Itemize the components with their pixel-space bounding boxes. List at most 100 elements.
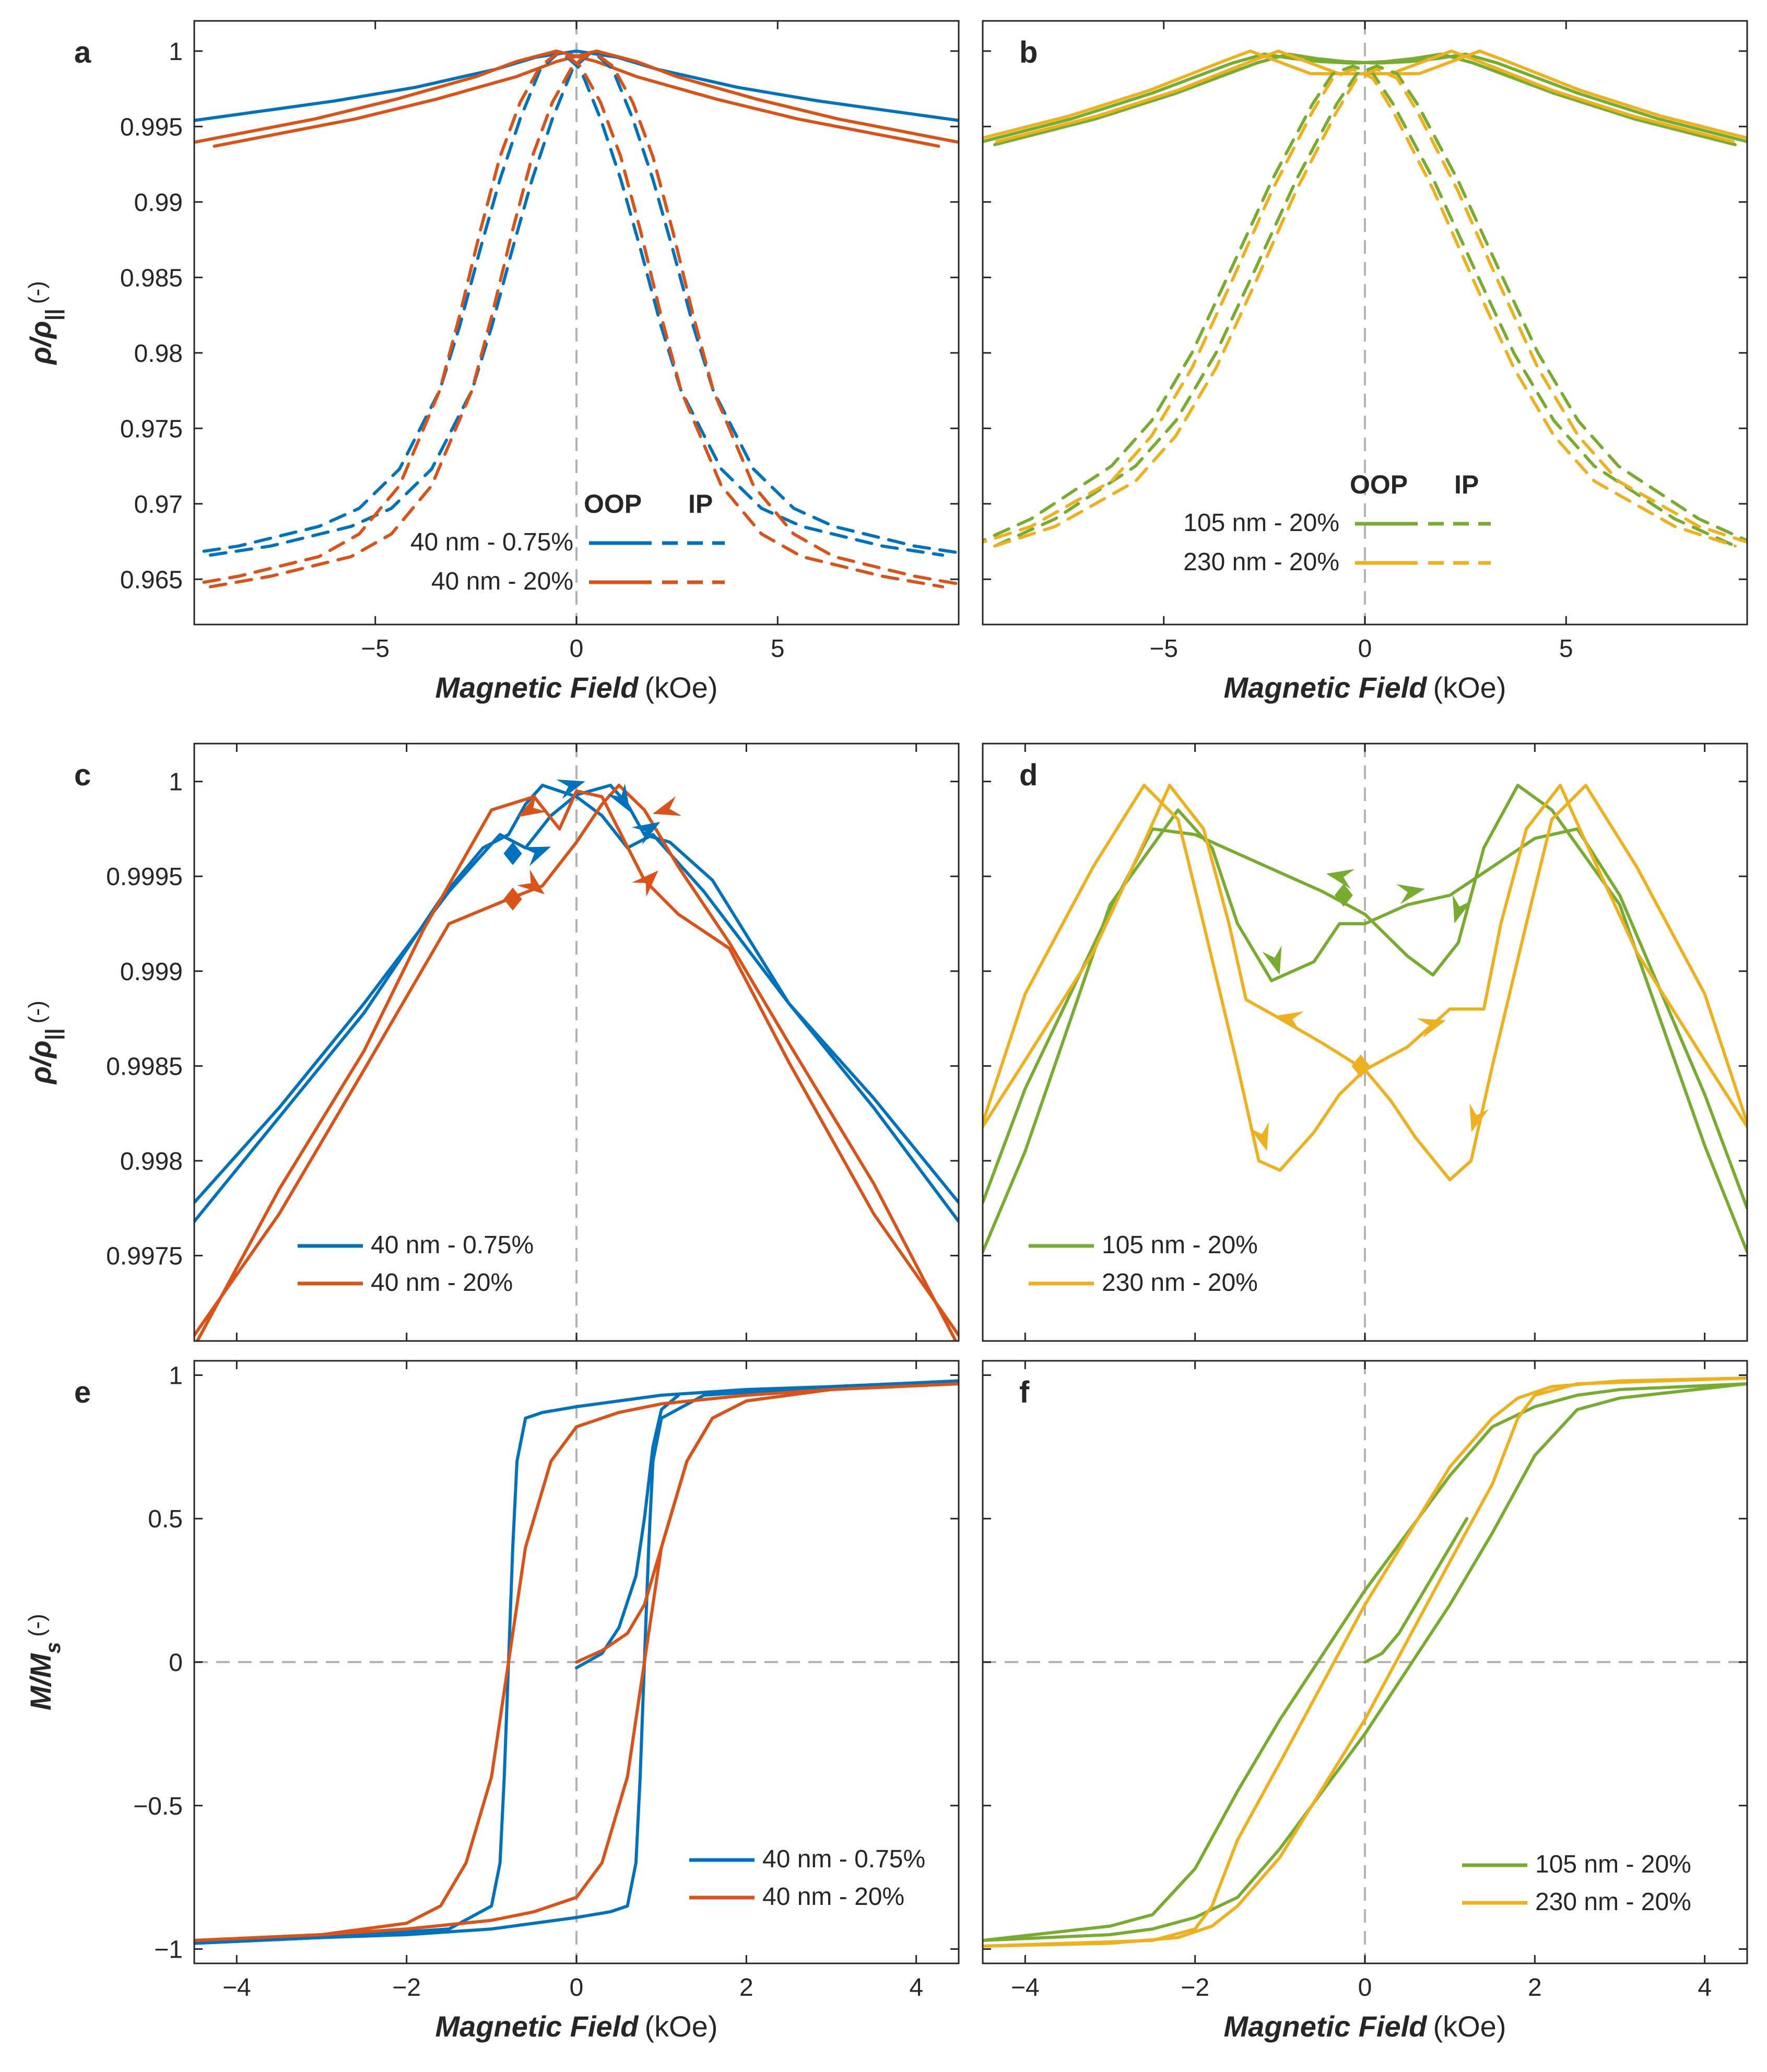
series-line (208, 49, 959, 557)
y-label-subscript: s (42, 1642, 65, 1653)
y-tick-label: 0.965 (120, 566, 183, 594)
legend-label: 40 nm - 20% (371, 1269, 513, 1297)
panel-f: −4 −2 0 2 4 f Magnetic Field (kOe) 105 nm - 20% 2… (982, 1360, 1748, 2043)
y-tick-label: 1 (169, 1362, 183, 1390)
y-tick-label: 0.9995 (106, 863, 183, 891)
x-tick-label: −4 (222, 1974, 251, 2002)
legend-label: 230 nm - 20% (1183, 548, 1339, 576)
y-tick-label: 0.9985 (106, 1053, 183, 1080)
x-label-main: Magnetic Field (435, 671, 640, 704)
panel-label: e (74, 1375, 91, 1409)
panel-c: 0.9975 0.998 0.9985 0.999 0.9995 1 c ρ/ρ|| (-) 40… (24, 743, 960, 1342)
series-line (195, 789, 959, 1341)
y-axis-label: ρ/ρ|| (-) (24, 1000, 65, 1085)
y-axis-label: M/Ms (-) (24, 1614, 65, 1710)
y-tick-label: 0.975 (120, 415, 183, 443)
direction-arrow (1452, 894, 1472, 924)
x-tick-label: −5 (1149, 635, 1178, 663)
y-tick-label: 0.9975 (106, 1243, 183, 1270)
series-line (983, 49, 1735, 144)
x-tick-label: −4 (1011, 1974, 1040, 2002)
start-marker (503, 887, 522, 911)
start-marker (1334, 884, 1353, 907)
legend-label: 40 nm - 20% (762, 1883, 904, 1911)
series-line (575, 1393, 680, 1669)
legend: 105 nm - 20% 230 nm - 20% (1029, 1231, 1258, 1297)
start-marker (503, 842, 522, 865)
series-line (575, 1416, 714, 1664)
x-label-unit: (kOe) (644, 671, 717, 704)
series-line (995, 49, 1747, 144)
series-line (194, 49, 945, 557)
series-line (993, 64, 1747, 548)
series-line (194, 783, 959, 1223)
x-tick-label: 5 (1559, 635, 1573, 663)
x-tick-label: 5 (771, 635, 785, 663)
legend-header-ip: IP (688, 489, 713, 519)
legend-label: 230 nm - 20% (1102, 1269, 1258, 1297)
y-label-unit: (-) (24, 1614, 50, 1637)
panel-b: −5 0 5 b Magnetic Field (kOe) OOP IP 105 nm - 20… (982, 20, 1748, 704)
direction-arrow (1249, 1122, 1269, 1151)
y-tick-label: 0.999 (120, 958, 183, 986)
direction-arrow (522, 846, 551, 866)
x-label-unit: (kOe) (644, 2010, 717, 2043)
x-tick-label: −2 (1181, 1974, 1209, 2002)
series-line (194, 1382, 959, 1942)
direction-arrow (1396, 884, 1425, 904)
x-axis-label: Magnetic Field (kOe) (435, 2010, 718, 2043)
y-tick-label: 0.5 (148, 1505, 183, 1533)
panel-e: −4 −2 0 2 4 −1 −0.5 0 0.5 1 e M/Ms (-) Magnetic Field… (24, 1360, 960, 2043)
panel-a: −5 0 5 0.965 0.97 0.975 0.98 0.985 0.99 0.995 1 a ρ/… (24, 20, 960, 704)
series-line (194, 783, 958, 1341)
series-line (983, 64, 1737, 548)
series-line (194, 783, 959, 1223)
legend-header-oop: OOP (584, 489, 642, 519)
direction-arrow (607, 783, 630, 813)
x-label-main: Magnetic Field (1224, 2010, 1428, 2043)
x-tick-label: 0 (570, 1974, 584, 2002)
x-tick-label: −2 (392, 1974, 421, 2002)
panel-label: b (1019, 36, 1038, 69)
legend-header-oop: OOP (1350, 470, 1408, 499)
direction-arrow (518, 794, 547, 817)
legend: OOP IP 40 nm - 0.75% 40 nm - 20% (410, 489, 725, 595)
series-line (194, 49, 959, 122)
direction-arrow (631, 822, 661, 845)
x-tick-label: −5 (361, 635, 390, 663)
series-line (983, 1382, 1747, 1942)
x-label-unit: (kOe) (1433, 2010, 1506, 2043)
y-tick-label: 1 (169, 38, 183, 66)
panel-label: c (74, 758, 91, 792)
y-tick-label: 0.995 (120, 113, 183, 141)
panel-label: f (1019, 1375, 1030, 1409)
legend: 105 nm - 20% 230 nm - 20% (1462, 1851, 1691, 1916)
y-tick-label: 0.98 (134, 340, 183, 368)
legend: 40 nm - 0.75% 40 nm - 20% (298, 1231, 534, 1297)
series-line (1363, 1517, 1469, 1664)
legend-header-ip: IP (1454, 470, 1479, 499)
legend-label: 40 nm - 0.75% (410, 528, 573, 556)
series-line (194, 1379, 959, 1945)
series-line (993, 67, 1747, 548)
series-line (983, 1376, 1747, 1948)
direction-arrow (652, 796, 682, 816)
legend: 40 nm - 0.75% 40 nm - 20% (689, 1845, 925, 1911)
direction-arrow (1326, 869, 1355, 889)
x-label-unit: (kOe) (1433, 671, 1506, 704)
x-label-main: Magnetic Field (435, 2010, 640, 2043)
direction-arrow (1275, 1011, 1304, 1031)
series-line (194, 1382, 959, 1942)
legend-label: 40 nm - 0.75% (762, 1845, 925, 1873)
y-tick-label: −0.5 (133, 1793, 183, 1820)
direction-arrow (1262, 946, 1282, 975)
x-axis-label: Magnetic Field (kOe) (1224, 671, 1506, 704)
y-tick-label: 1 (169, 769, 183, 796)
y-tick-label: 0 (169, 1649, 183, 1677)
series-line (983, 783, 1747, 1182)
direction-arrow (556, 779, 585, 799)
y-tick-label: 0.998 (120, 1148, 183, 1175)
y-label-main: ρ/ρ (24, 1040, 57, 1085)
x-tick-label: 0 (570, 635, 584, 663)
